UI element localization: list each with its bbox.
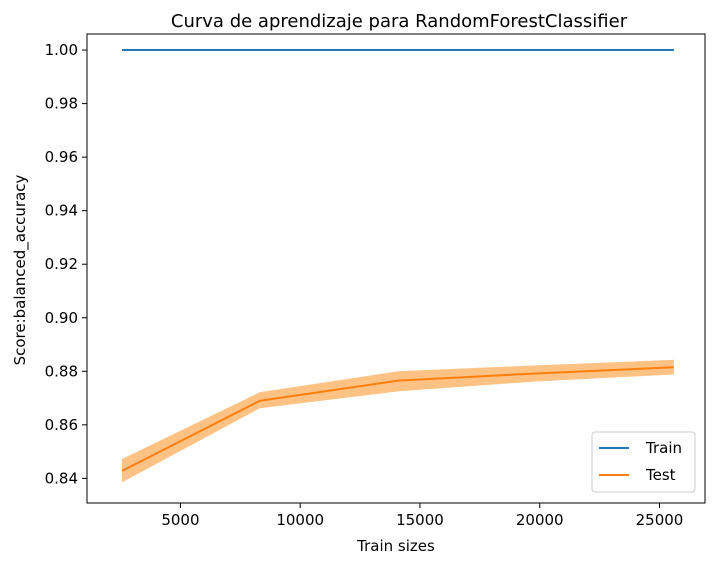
series-lines: [121, 49, 674, 472]
y-tick-label: 0.98: [45, 95, 78, 113]
line-test: [121, 366, 674, 472]
y-tick-label: 0.90: [45, 309, 78, 327]
x-tick-label: 20000: [516, 511, 564, 529]
y-tick-label: 0.92: [45, 255, 78, 273]
y-tick-label: 0.94: [45, 202, 78, 220]
x-tick-label: 10000: [276, 511, 324, 529]
legend-label-test: Test: [645, 466, 676, 484]
band-test: [121, 359, 674, 483]
x-axis-ticks: 5000 10000 15000 20000 25000: [161, 503, 683, 529]
chart-title: Curva de aprendizaje para RandomForestCl…: [171, 11, 628, 32]
legend-label-train: Train: [645, 439, 682, 457]
x-tick-label: 5000: [161, 511, 199, 529]
x-tick-label: 25000: [636, 511, 684, 529]
y-tick-label: 0.86: [45, 416, 78, 434]
y-tick-label: 0.88: [45, 362, 78, 380]
x-tick-label: 15000: [396, 511, 444, 529]
y-axis-label: Score:balanced_accuracy: [11, 174, 30, 365]
y-tick-label: 1.00: [45, 41, 78, 59]
x-axis-label: Train sizes: [356, 537, 435, 555]
plot-area: [121, 49, 674, 483]
y-tick-label: 0.84: [45, 469, 78, 487]
y-tick-label: 0.96: [45, 148, 78, 166]
confidence-bands: [121, 359, 674, 483]
plot-frame: [86, 33, 706, 504]
legend: Train Test: [591, 431, 696, 493]
y-axis-ticks: 0.84 0.86 0.88 0.90 0.92 0.94 0.96 0.98 1.00: [45, 41, 87, 487]
